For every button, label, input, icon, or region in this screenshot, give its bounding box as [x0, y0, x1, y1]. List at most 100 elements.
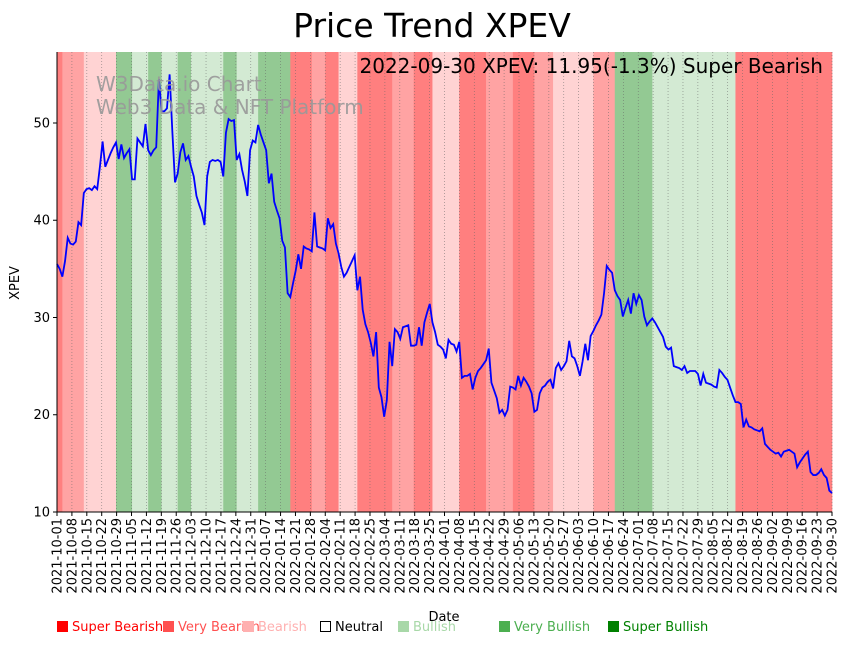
band-super_bearish — [735, 52, 833, 512]
band-bullish — [191, 52, 224, 512]
y-axis-ticks: 10 20 30 40 50 — [33, 116, 57, 521]
x-tick-label: 2022-08-26 — [751, 518, 766, 594]
plot-area: W3Data.io Chart Web3 Data & NFT Platform… — [56, 52, 833, 512]
y-tick-label: 10 — [33, 506, 50, 521]
x-tick-label: 2022-02-04 — [319, 518, 334, 594]
band-very_bullish — [614, 52, 653, 512]
band-very_bullish — [148, 52, 162, 512]
legend-swatch — [243, 621, 254, 632]
x-tick-label: 2021-12-31 — [244, 518, 259, 594]
legend-item-very-bullish: Very Bullish — [499, 620, 590, 635]
legend-label: Very Bearish — [178, 620, 260, 635]
x-tick-label: 2022-06-24 — [617, 518, 632, 594]
y-tick-label: 40 — [33, 214, 50, 229]
band-bearish — [83, 52, 117, 512]
x-tick-label: 2022-09-09 — [781, 518, 796, 594]
legend-label: Super Bullish — [623, 620, 709, 635]
x-tick-label: 2021-10-15 — [80, 518, 95, 594]
band-very_bullish — [115, 52, 133, 512]
x-tick-label: 2022-07-01 — [632, 518, 647, 594]
chart-title: Price Trend XPEV — [293, 6, 571, 45]
legend-item-super-bullish: Super Bullish — [608, 620, 708, 635]
price-line — [56, 74, 833, 494]
x-tick-label: 2022-05-06 — [513, 518, 528, 594]
x-tick-label: 2021-10-08 — [65, 518, 80, 594]
band-super_bearish — [459, 52, 487, 512]
x-tick-label: 2022-04-08 — [453, 518, 468, 594]
band-very_bearish — [486, 52, 514, 512]
band-super_bearish — [512, 52, 535, 512]
band-very_bullish — [223, 52, 237, 512]
legend-swatch — [320, 621, 331, 632]
x-tick-label: 2021-10-22 — [95, 518, 110, 594]
band-bearish — [338, 52, 358, 512]
x-tick-label: 2022-09-02 — [766, 518, 781, 594]
legend: Super Bearish Very Bearish Bearish Neutral B… — [57, 620, 837, 638]
x-tick-label: 2022-01-14 — [274, 518, 289, 594]
legend-swatch — [398, 621, 409, 632]
x-tick-label: 2022-06-03 — [572, 518, 587, 594]
legend-swatch — [163, 621, 174, 632]
x-tick-label: 2022-01-07 — [259, 518, 274, 594]
y-tick-label: 20 — [33, 408, 50, 423]
legend-swatch — [608, 621, 619, 632]
band-very_bearish — [392, 52, 414, 512]
x-tick-label: 2022-08-19 — [736, 518, 751, 594]
x-tick-label: 2022-04-29 — [498, 518, 513, 594]
x-tick-label: 2022-08-12 — [721, 518, 736, 594]
x-tick-label: 2022-07-29 — [691, 518, 706, 594]
x-tick-label: 2021-12-10 — [200, 518, 215, 594]
x-tick-label: 2022-06-17 — [602, 518, 617, 594]
band-very_bearish — [534, 52, 554, 512]
x-tick-label: 2022-07-15 — [662, 518, 677, 594]
x-tick-label: 2022-09-16 — [796, 518, 811, 594]
band-super_bearish — [357, 52, 393, 512]
legend-item-bearish: Bearish — [243, 620, 307, 635]
legend-item-bullish: Bullish — [398, 620, 456, 635]
band-bullish — [161, 52, 178, 512]
x-tick-label: 2021-10-29 — [110, 518, 125, 594]
x-tick-label: 2022-06-10 — [587, 518, 602, 594]
x-tick-label: 2021-11-19 — [155, 518, 170, 594]
x-tick-label: 2022-04-22 — [483, 518, 498, 594]
band-super_bearish — [57, 52, 63, 512]
x-tick-label: 2022-02-18 — [349, 518, 364, 594]
x-tick-label: 2022-09-23 — [811, 518, 826, 594]
x-tick-label: 2021-11-05 — [125, 518, 140, 594]
band-bullish — [663, 52, 736, 512]
band-bullish — [236, 52, 259, 512]
band-bearish — [432, 52, 460, 512]
y-tick-label: 30 — [33, 311, 50, 326]
legend-swatch — [499, 621, 510, 632]
band-very_bearish — [593, 52, 616, 512]
band-super_bearish — [325, 52, 339, 512]
legend-item-super-bearish: Super Bearish — [57, 620, 163, 635]
x-tick-label: 2021-12-03 — [185, 518, 200, 594]
x-axis-ticks: 2021-10-01 2021-10-08 2021-10-15 2021-10-22… — [51, 512, 841, 594]
x-tick-label: 2022-07-08 — [647, 518, 662, 594]
band-bullish — [652, 52, 664, 512]
x-tick-label: 2022-01-28 — [304, 518, 319, 594]
legend-label: Neutral — [335, 620, 383, 635]
band-very_bullish — [177, 52, 192, 512]
x-axis-label: Date — [428, 610, 459, 625]
x-tick-label: 2022-08-05 — [706, 518, 721, 594]
x-tick-label: 2022-03-11 — [393, 518, 408, 594]
watermark-line-1: W3Data.io Chart — [96, 72, 262, 96]
x-tick-label: 2022-09-30 — [826, 518, 841, 594]
x-tick-label: 2022-03-18 — [408, 518, 423, 594]
y-tick-label: 50 — [33, 116, 50, 131]
x-tick-label: 2021-11-26 — [170, 518, 185, 594]
band-super_bearish — [413, 52, 433, 512]
x-tick-label: 2022-03-04 — [378, 518, 393, 594]
legend-label: Bearish — [258, 620, 307, 635]
x-tick-label: 2022-04-15 — [468, 518, 483, 594]
x-tick-label: 2021-11-12 — [140, 518, 155, 594]
sentiment-bands — [57, 52, 833, 512]
x-tick-label: 2021-12-17 — [214, 518, 229, 594]
x-tick-label: 2022-04-01 — [438, 518, 453, 594]
x-tick-label: 2022-01-21 — [289, 518, 304, 594]
legend-swatch — [57, 621, 68, 632]
legend-item-neutral: Neutral — [320, 620, 383, 635]
band-bullish — [132, 52, 149, 512]
